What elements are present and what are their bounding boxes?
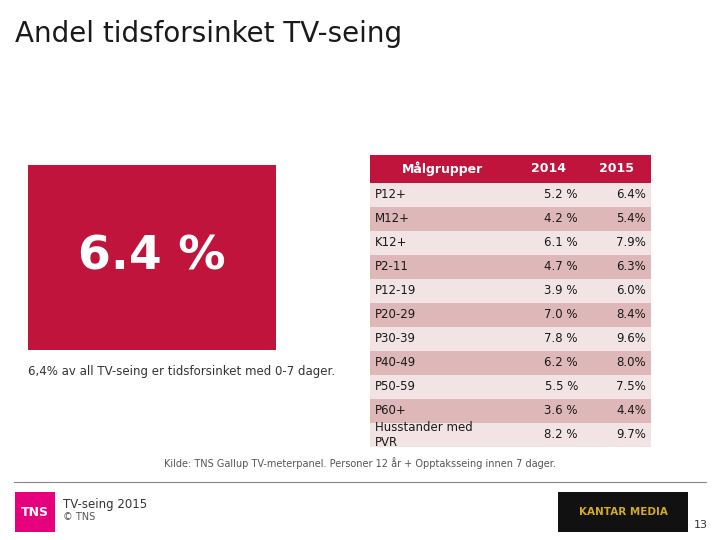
Text: 9.6%: 9.6% <box>616 333 646 346</box>
Text: Kilde: TNS Gallup TV-meterpanel. Personer 12 år + Opptaksseing innen 7 dager.: Kilde: TNS Gallup TV-meterpanel. Persone… <box>164 457 556 469</box>
Text: P2-11: P2-11 <box>375 260 409 273</box>
Text: 4.4%: 4.4% <box>616 404 646 417</box>
FancyBboxPatch shape <box>515 155 583 183</box>
FancyBboxPatch shape <box>370 155 515 183</box>
Text: 3.9 %: 3.9 % <box>544 285 578 298</box>
Text: 6.4%: 6.4% <box>616 188 646 201</box>
Text: P12+: P12+ <box>375 188 407 201</box>
FancyBboxPatch shape <box>370 327 651 351</box>
Text: 8.2 %: 8.2 % <box>544 429 578 442</box>
Text: 6.3%: 6.3% <box>616 260 646 273</box>
FancyBboxPatch shape <box>370 207 651 231</box>
Text: 7.8 %: 7.8 % <box>544 333 578 346</box>
FancyBboxPatch shape <box>15 492 55 532</box>
Text: TV-seing 2015: TV-seing 2015 <box>63 498 147 511</box>
Text: P12-19: P12-19 <box>375 285 416 298</box>
Text: Husstander med
PVR: Husstander med PVR <box>375 421 473 449</box>
Text: 7.5%: 7.5% <box>616 381 646 394</box>
Text: © TNS: © TNS <box>63 512 95 522</box>
Text: 5.4%: 5.4% <box>616 213 646 226</box>
Text: 9.7%: 9.7% <box>616 429 646 442</box>
Text: P30-39: P30-39 <box>375 333 416 346</box>
Text: 8.4%: 8.4% <box>616 308 646 321</box>
FancyBboxPatch shape <box>370 231 651 255</box>
Text: 4.2 %: 4.2 % <box>544 213 578 226</box>
FancyBboxPatch shape <box>370 399 651 423</box>
Text: P40-49: P40-49 <box>375 356 416 369</box>
FancyBboxPatch shape <box>370 279 651 303</box>
FancyBboxPatch shape <box>558 492 688 532</box>
Text: 13: 13 <box>694 520 708 530</box>
FancyBboxPatch shape <box>370 183 651 207</box>
FancyBboxPatch shape <box>28 165 276 350</box>
Text: P50-59: P50-59 <box>375 381 416 394</box>
FancyBboxPatch shape <box>583 155 651 183</box>
Text: M12+: M12+ <box>375 213 410 226</box>
Text: 6.0%: 6.0% <box>616 285 646 298</box>
Text: K12+: K12+ <box>375 237 408 249</box>
Text: Andel tidsforsinket TV-seing: Andel tidsforsinket TV-seing <box>15 20 402 48</box>
Text: TNS: TNS <box>21 505 49 518</box>
Text: 6.1 %: 6.1 % <box>544 237 578 249</box>
FancyBboxPatch shape <box>370 375 651 399</box>
FancyBboxPatch shape <box>370 423 651 447</box>
FancyBboxPatch shape <box>370 255 651 279</box>
Text: P20-29: P20-29 <box>375 308 416 321</box>
Text: P60+: P60+ <box>375 404 407 417</box>
Text: 2015: 2015 <box>600 163 634 176</box>
Text: 8.0%: 8.0% <box>616 356 646 369</box>
Text: 2014: 2014 <box>531 163 567 176</box>
FancyBboxPatch shape <box>370 303 651 327</box>
Text: 5.2 %: 5.2 % <box>544 188 578 201</box>
FancyBboxPatch shape <box>370 351 651 375</box>
Text: KANTAR MEDIA: KANTAR MEDIA <box>579 507 667 517</box>
Text: 6.4 %: 6.4 % <box>78 235 226 280</box>
Text: 7.0 %: 7.0 % <box>544 308 578 321</box>
Text: Målgrupper: Målgrupper <box>402 161 483 176</box>
Text: 5.5 %: 5.5 % <box>544 381 578 394</box>
Text: 6,4% av all TV-seing er tidsforsinket med 0-7 dager.: 6,4% av all TV-seing er tidsforsinket me… <box>28 365 335 378</box>
Text: 7.9%: 7.9% <box>616 237 646 249</box>
Text: 6.2 %: 6.2 % <box>544 356 578 369</box>
Text: 3.6 %: 3.6 % <box>544 404 578 417</box>
Text: 4.7 %: 4.7 % <box>544 260 578 273</box>
